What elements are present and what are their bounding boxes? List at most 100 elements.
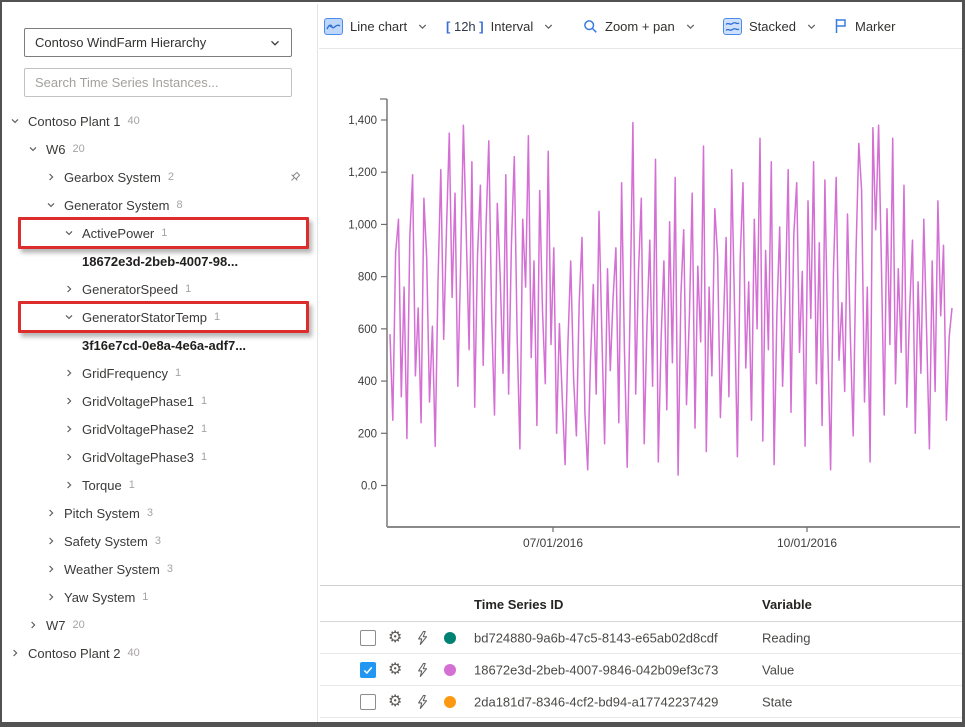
magnifier-icon xyxy=(583,19,598,34)
time-series-id[interactable]: 18672e3d-2beb-4007-9846-042b09ef3c73 xyxy=(474,662,719,677)
line-chart[interactable]: 1,400 1,200 1,000 800 600 400 200 0.0 07/01/2016… xyxy=(320,49,965,585)
chevron-right-icon[interactable] xyxy=(28,620,46,630)
chevron-down-icon xyxy=(269,37,281,49)
tree-item-label: Contoso Plant 2 xyxy=(28,645,121,661)
tree-item-gridfrequency[interactable]: GridFrequency 1 xyxy=(4,359,317,387)
tree-item-label: GeneratorStatorTemp xyxy=(82,309,208,325)
row-checkbox[interactable] xyxy=(360,629,376,646)
tree-item-generator-system[interactable]: Generator System 8 xyxy=(4,191,317,219)
row-checkbox[interactable] xyxy=(360,693,376,710)
chevron-right-icon[interactable] xyxy=(64,284,82,294)
interval-dropdown[interactable]: [ 12h ] Interval xyxy=(446,4,554,48)
chevron-right-icon[interactable] xyxy=(64,368,82,378)
tree-item-w6[interactable]: W6 20 xyxy=(4,135,317,163)
events-lightning-icon[interactable] xyxy=(416,630,429,646)
column-header-time-series-id: Time Series ID xyxy=(474,597,564,612)
tree-item-label: Safety System xyxy=(64,533,148,549)
tree-item-count: 1 xyxy=(142,591,149,603)
stacked-label: Stacked xyxy=(749,18,796,34)
marker-button[interactable]: Marker xyxy=(834,4,895,48)
line-chart-icon xyxy=(324,17,343,35)
events-lightning-icon[interactable] xyxy=(416,662,429,678)
variable-name[interactable]: Reading xyxy=(762,630,811,645)
tree-item-count: 1 xyxy=(201,451,208,463)
settings-gear-icon[interactable]: ⚙ xyxy=(388,628,403,646)
tree-item-count: 1 xyxy=(128,479,135,491)
tree-item-gridvoltagephase2[interactable]: GridVoltagePhase2 1 xyxy=(4,415,317,443)
variable-name[interactable]: State xyxy=(762,694,793,709)
series-color-dot xyxy=(444,663,456,676)
settings-gear-icon[interactable]: ⚙ xyxy=(388,692,403,710)
tree-item-contoso-plant-1[interactable]: Contoso Plant 1 40 xyxy=(4,107,317,135)
tree-item-contoso-plant-2[interactable]: Contoso Plant 2 40 xyxy=(4,639,317,667)
tree-item-generatorspeed[interactable]: GeneratorSpeed 1 xyxy=(4,275,317,303)
series-color-dot xyxy=(444,695,456,708)
tree-item-count: 2 xyxy=(167,171,174,183)
tree-item-generatorstatortemp[interactable]: GeneratorStatorTemp 1 xyxy=(4,301,317,333)
chevron-down-icon[interactable] xyxy=(10,116,28,126)
y-tick-label: 1,000 xyxy=(348,219,377,231)
chevron-down-icon[interactable] xyxy=(64,228,82,238)
tree-item-count: 3 xyxy=(146,507,153,519)
toolbar: Line chart [ 12h ] Interval Zoom + pan xyxy=(319,4,962,49)
tree-item-activepower[interactable]: ActivePower 1 xyxy=(4,217,317,249)
tree-item-label: 18672e3d-2beb-4007-98... xyxy=(82,253,239,269)
tree-item-label: 3f16e7cd-0e8a-4e6a-adf7... xyxy=(82,337,247,353)
hierarchy-selector-value: Contoso WindFarm Hierarchy xyxy=(35,35,207,50)
tree-item-3f16e7cd-0e8a-4e6a-adf7[interactable]: 3f16e7cd-0e8a-4e6a-adf7... xyxy=(4,331,317,359)
tree-item-count: 3 xyxy=(166,563,173,575)
tree-item-safety-system[interactable]: Safety System 3 xyxy=(4,527,317,555)
chevron-right-icon[interactable] xyxy=(64,480,82,490)
y-tick-label: 400 xyxy=(358,376,377,388)
chevron-right-icon[interactable] xyxy=(64,396,82,406)
stacked-dropdown[interactable]: Stacked xyxy=(723,4,817,48)
chevron-down-icon[interactable] xyxy=(46,200,64,210)
chevron-right-icon[interactable] xyxy=(46,536,64,546)
zoom-pan-dropdown[interactable]: Zoom + pan xyxy=(583,4,696,48)
tree-item-torque[interactable]: Torque 1 xyxy=(4,471,317,499)
tree-item-18672e3d-2beb-4007-98[interactable]: 18672e3d-2beb-4007-98... xyxy=(4,247,317,275)
chevron-right-icon[interactable] xyxy=(46,592,64,602)
stacked-chart-icon xyxy=(723,17,742,35)
events-lightning-icon[interactable] xyxy=(416,694,429,710)
tree-item-gridvoltagephase3[interactable]: GridVoltagePhase3 1 xyxy=(4,443,317,471)
chevron-down-icon xyxy=(543,21,554,32)
tree-item-count: 1 xyxy=(185,283,192,295)
table-row: ⚙ bd724880-9a6b-47c5-8143-e65ab02d8cdf Rea… xyxy=(320,622,962,654)
settings-gear-icon[interactable]: ⚙ xyxy=(388,660,403,678)
pin-icon[interactable] xyxy=(289,171,301,186)
tree-item-yaw-system[interactable]: Yaw System 1 xyxy=(4,583,317,611)
variable-name[interactable]: Value xyxy=(762,662,795,677)
chevron-right-icon[interactable] xyxy=(46,564,64,574)
chevron-down-icon[interactable] xyxy=(28,144,46,154)
chevron-right-icon[interactable] xyxy=(46,508,64,518)
row-checkbox[interactable] xyxy=(360,661,376,678)
tree-item-pitch-system[interactable]: Pitch System 3 xyxy=(4,499,317,527)
series-color-dot xyxy=(444,631,456,644)
tree-item-count: 1 xyxy=(174,367,182,379)
chevron-right-icon[interactable] xyxy=(64,424,82,434)
instance-tree: Contoso Plant 1 40 W6 20 Gearbox System 2 Gen… xyxy=(4,107,317,667)
chevron-right-icon[interactable] xyxy=(64,452,82,462)
tree-item-w7[interactable]: W7 20 xyxy=(4,611,317,639)
chevron-down-icon[interactable] xyxy=(64,312,82,322)
y-tick-label: 800 xyxy=(358,272,377,284)
time-series-id[interactable]: bd724880-9a6b-47c5-8143-e65ab02d8cdf xyxy=(474,630,718,645)
tree-item-label: GridVoltagePhase3 xyxy=(82,449,195,465)
table-header: Time Series ID Variable xyxy=(320,585,962,622)
chevron-right-icon[interactable] xyxy=(10,648,28,658)
tree-item-count: 1 xyxy=(201,423,208,435)
tree-item-count: 1 xyxy=(214,311,221,323)
tree-item-gearbox-system[interactable]: Gearbox System 2 xyxy=(4,163,317,191)
time-series-id[interactable]: 2da181d7-8346-4cf2-bd94-a17742237429 xyxy=(474,694,719,709)
chevron-down-icon xyxy=(685,21,696,32)
sidebar: Contoso WindFarm Hierarchy Contoso Plant… xyxy=(4,4,318,722)
tree-item-weather-system[interactable]: Weather System 3 xyxy=(4,555,317,583)
table-row: ⚙ 18672e3d-2beb-4007-9846-042b09ef3c73 Val… xyxy=(320,654,962,686)
chart-type-dropdown[interactable]: Line chart xyxy=(324,4,428,48)
tree-item-label: W6 xyxy=(46,141,66,157)
tree-item-gridvoltagephase1[interactable]: GridVoltagePhase1 1 xyxy=(4,387,317,415)
chevron-right-icon[interactable] xyxy=(46,172,64,182)
search-input[interactable] xyxy=(24,68,292,97)
hierarchy-selector[interactable]: Contoso WindFarm Hierarchy xyxy=(24,28,292,57)
